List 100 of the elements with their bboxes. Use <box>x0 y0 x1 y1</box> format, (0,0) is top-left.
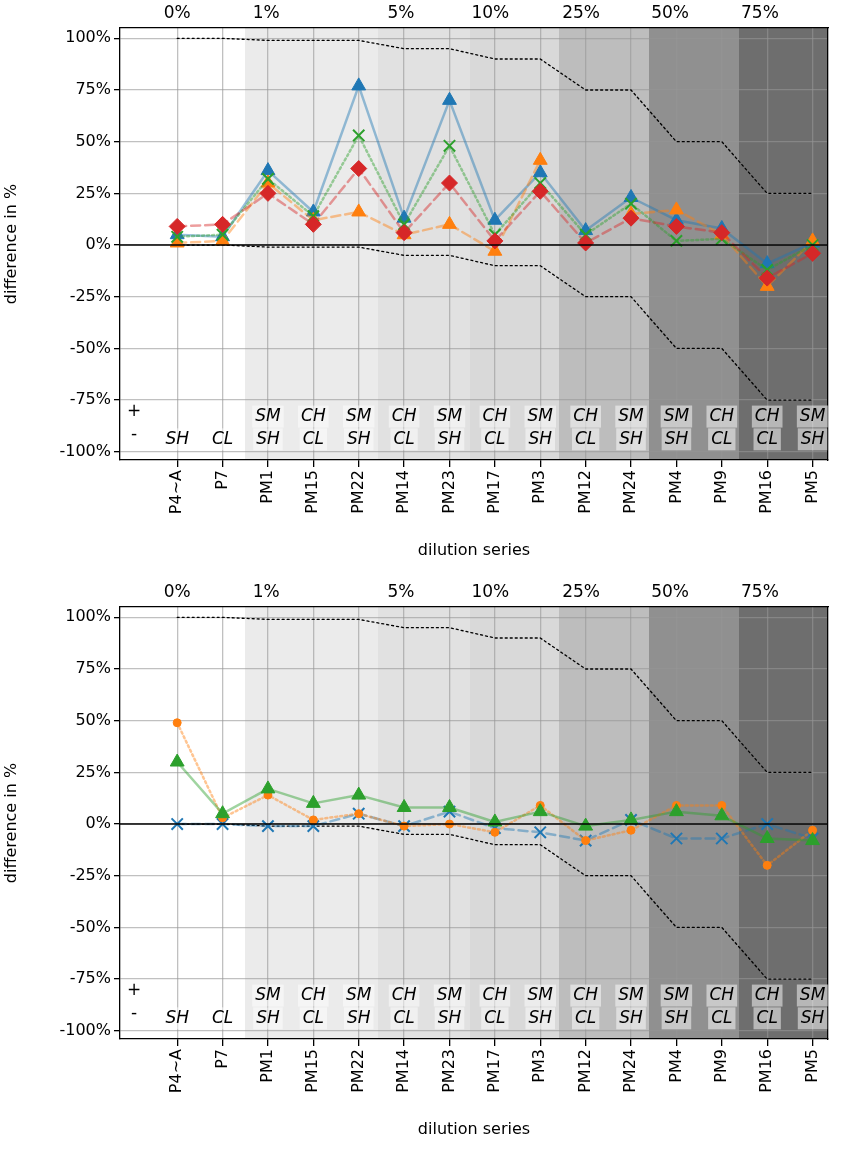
x-tick-label: PM3 <box>529 1049 549 1083</box>
annotation: CL <box>484 1006 506 1027</box>
annotation: SM <box>618 984 645 1005</box>
x-tick-label: PM14 <box>393 470 413 514</box>
annotation: SH <box>800 427 825 448</box>
annotation: CH <box>391 984 417 1005</box>
x-tick-label: PM23 <box>438 470 458 514</box>
annotation: SM <box>618 405 645 426</box>
annotation: CH <box>754 984 780 1005</box>
annotation: CL <box>302 1006 325 1027</box>
annotation: SM <box>255 405 282 426</box>
y-tick-label: -100% <box>59 440 111 460</box>
annotation: SM <box>345 984 372 1005</box>
text: 75% <box>741 2 779 23</box>
annotation: CH <box>709 405 735 426</box>
annotation: SM <box>799 405 826 426</box>
text: 5% <box>387 581 415 602</box>
y-tick-label: 100% <box>65 27 111 47</box>
text: 1% <box>252 581 280 602</box>
x-tick-label: PM9 <box>710 470 730 504</box>
x-tick-label: P7 <box>211 470 231 490</box>
y-tick-label: -50% <box>69 916 111 936</box>
text: 10% <box>471 581 510 602</box>
x-tick-label: PM24 <box>620 470 640 514</box>
annotation: CL <box>756 1006 778 1027</box>
x-tick-label: PM17 <box>484 1049 504 1093</box>
annotation: SH <box>256 1006 280 1027</box>
annotation: SH <box>528 427 553 448</box>
annotation: CH <box>391 405 417 426</box>
annotation: CL <box>711 1006 733 1027</box>
annotation: CH <box>482 405 508 426</box>
annotation: CH <box>754 405 780 426</box>
annotation: SM <box>799 984 826 1005</box>
annotation: SM <box>527 405 554 426</box>
annotation: SM <box>663 984 690 1005</box>
y-tick-label: -100% <box>59 1019 111 1039</box>
x-tick-label: PM15 <box>302 470 322 514</box>
y-tick-label: -75% <box>69 968 111 988</box>
text: 0% <box>163 2 191 23</box>
annotation: CL <box>574 427 597 448</box>
x-axis-title: dilution series <box>417 1118 531 1138</box>
text: 75% <box>741 581 779 602</box>
x-tick-label: PM1 <box>257 470 277 504</box>
x-tick-label: PM15 <box>302 1049 322 1093</box>
annotation: - <box>130 1002 138 1023</box>
annotation: CL <box>484 427 506 448</box>
annotation: + <box>126 400 142 421</box>
annotation: CH <box>573 405 599 426</box>
text: 50% <box>651 2 689 23</box>
y-axis-title: difference in % <box>0 183 20 305</box>
x-tick-label: PM12 <box>574 470 594 514</box>
x-tick-label: P7 <box>211 1049 231 1069</box>
y-tick-label: -25% <box>69 285 111 305</box>
annotation: CL <box>393 1006 415 1027</box>
y-tick-label: -50% <box>69 337 111 357</box>
y-axis-title: difference in % <box>0 762 20 884</box>
annotation: CL <box>211 1006 234 1027</box>
text: 25% <box>562 581 601 602</box>
annotation: CH <box>301 405 326 426</box>
x-tick-label: PM23 <box>438 1049 458 1093</box>
annotation: SM <box>663 405 690 426</box>
y-tick-label: 25% <box>75 182 111 202</box>
annotation: SM <box>527 984 554 1005</box>
annotation: SH <box>256 427 280 448</box>
annotation: SH <box>165 427 190 448</box>
y-tick-label: 75% <box>75 658 111 678</box>
x-tick-label: PM12 <box>574 1049 594 1093</box>
annotation: CH <box>301 984 326 1005</box>
x-tick-label: PM3 <box>529 470 549 504</box>
annotation: CH <box>482 984 508 1005</box>
x-tick-label: PM24 <box>620 1049 640 1093</box>
annotation: SM <box>436 405 463 426</box>
y-tick-label: 25% <box>75 761 111 781</box>
annotation: SM <box>345 405 372 426</box>
x-tick-label: PM5 <box>801 470 821 504</box>
y-tick-label: 0% <box>85 234 111 254</box>
annotation: CL <box>756 427 778 448</box>
x-tick-label: P4~A <box>166 469 186 515</box>
x-tick-label: PM17 <box>484 470 504 514</box>
y-tick-label: 0% <box>85 813 111 833</box>
annotation: SH <box>619 1006 644 1027</box>
annotation: SH <box>664 1006 689 1027</box>
annotation: SM <box>255 984 282 1005</box>
x-tick-label: PM22 <box>347 1049 367 1093</box>
annotation: CH <box>709 984 735 1005</box>
x-tick-label: P4~A <box>166 1048 186 1094</box>
x-tick-label: PM9 <box>710 1049 730 1083</box>
annotation: CL <box>393 427 415 448</box>
x-tick-label: PM4 <box>665 470 685 504</box>
y-tick-label: 50% <box>75 130 111 150</box>
x-tick-label: PM22 <box>347 470 367 514</box>
annotation: SH <box>346 1006 371 1027</box>
annotation: CL <box>211 427 234 448</box>
x-tick-label: PM1 <box>257 1049 277 1083</box>
annotation: CL <box>302 427 325 448</box>
annotation: SH <box>437 427 462 448</box>
text: 0% <box>163 581 191 602</box>
text: 1% <box>252 2 280 23</box>
annotation: CH <box>573 984 599 1005</box>
annotation: SH <box>664 427 689 448</box>
